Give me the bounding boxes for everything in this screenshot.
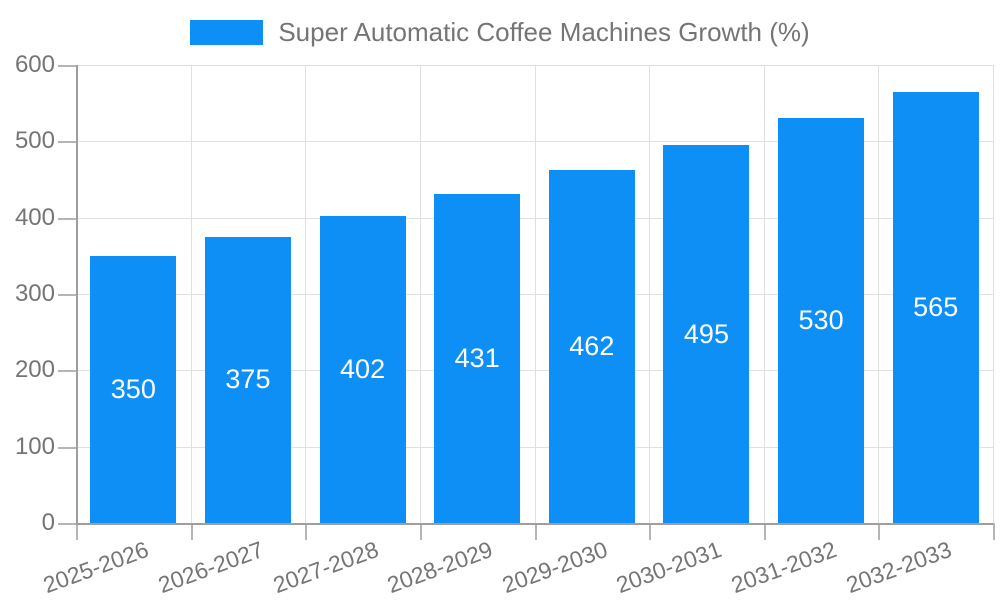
x-axis-tick bbox=[649, 523, 652, 540]
y-axis-tick-label: 400 bbox=[14, 203, 55, 231]
x-gridline bbox=[190, 65, 192, 523]
y-axis-tick bbox=[58, 65, 76, 67]
x-axis-tick bbox=[534, 523, 537, 540]
y-axis-tick bbox=[58, 294, 76, 296]
x-axis-category-label: 2030-2031 bbox=[613, 536, 726, 599]
x-gridline bbox=[878, 65, 880, 523]
x-gridline bbox=[305, 65, 307, 523]
bar-2030-2031[interactable]: 495 bbox=[663, 145, 750, 523]
bar-value-label: 375 bbox=[225, 364, 271, 395]
x-axis-tick bbox=[305, 523, 308, 540]
x-axis-tick bbox=[190, 523, 193, 540]
y-axis-tick-label: 100 bbox=[14, 432, 55, 460]
bar-value-label: 530 bbox=[798, 305, 844, 336]
bar-2025-2026[interactable]: 350 bbox=[90, 255, 177, 523]
x-axis-category-label: 2031-2032 bbox=[727, 536, 840, 599]
legend-label: Super Automatic Coffee Machines Growth (… bbox=[278, 17, 810, 47]
bar-2032-2033[interactable]: 565 bbox=[892, 91, 979, 523]
x-axis-category-label: 2027-2028 bbox=[269, 536, 382, 599]
bar-2029-2030[interactable]: 462 bbox=[548, 170, 635, 523]
x-axis-category-label: 2029-2030 bbox=[498, 536, 611, 599]
bar-value-label: 350 bbox=[110, 373, 156, 404]
x-axis-tick bbox=[993, 523, 995, 540]
bar-value-label: 431 bbox=[454, 342, 500, 373]
x-axis-tick bbox=[419, 523, 422, 540]
x-axis-line bbox=[76, 523, 993, 525]
bar-value-label: 402 bbox=[340, 354, 386, 385]
x-axis-category-label: 2032-2033 bbox=[842, 536, 955, 599]
x-axis-tick bbox=[878, 523, 881, 540]
y-axis-tick bbox=[58, 370, 76, 373]
x-axis-category-label: 2026-2027 bbox=[154, 536, 267, 599]
y-axis-line bbox=[76, 65, 78, 525]
bar-2027-2028[interactable]: 402 bbox=[319, 216, 406, 523]
x-gridline bbox=[534, 65, 536, 523]
y-axis-tick bbox=[58, 523, 76, 525]
bar-value-label: 565 bbox=[913, 291, 959, 322]
x-gridline bbox=[993, 65, 994, 523]
x-axis-tick bbox=[76, 523, 78, 540]
y-axis-tick bbox=[58, 217, 76, 220]
x-gridline bbox=[419, 65, 421, 523]
bar-2031-2032[interactable]: 530 bbox=[778, 118, 865, 523]
bar-value-label: 495 bbox=[683, 318, 729, 349]
bar-2026-2027[interactable]: 375 bbox=[204, 236, 291, 523]
x-axis-tick bbox=[763, 523, 766, 540]
x-axis-category-label: 2025-2026 bbox=[39, 536, 153, 599]
bar-value-label: 462 bbox=[569, 331, 615, 362]
y-axis-tick-label: 600 bbox=[14, 51, 55, 78]
x-axis-category-label: 2028-2029 bbox=[383, 536, 497, 599]
y-axis-tick-label: 0 bbox=[41, 509, 55, 536]
y-axis-tick-label: 300 bbox=[14, 280, 55, 307]
legend[interactable]: Super Automatic Coffee Machines Growth (… bbox=[0, 17, 1000, 48]
y-axis-tick-label: 500 bbox=[14, 127, 55, 155]
x-gridline bbox=[763, 65, 765, 523]
bar-2028-2029[interactable]: 431 bbox=[434, 194, 521, 523]
y-axis-tick-label: 200 bbox=[14, 356, 55, 384]
y-axis-tick bbox=[58, 446, 76, 449]
legend-swatch bbox=[190, 20, 264, 45]
y-axis-tick bbox=[58, 141, 76, 144]
x-gridline bbox=[649, 65, 651, 523]
